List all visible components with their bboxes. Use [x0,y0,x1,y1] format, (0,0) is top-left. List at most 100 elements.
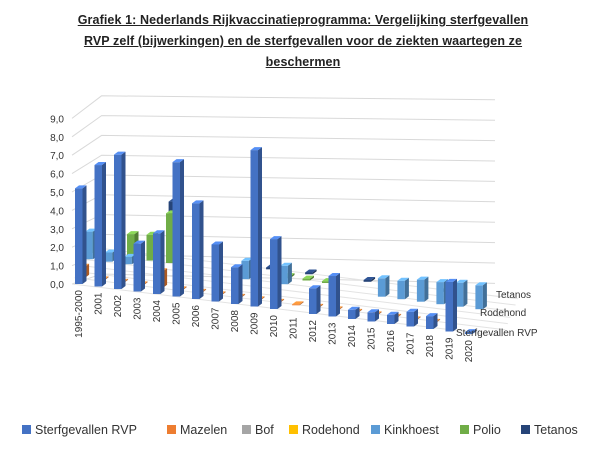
bar-side [199,200,204,299]
y-tick-label: 5,0 [50,188,64,199]
bar-front [377,278,386,297]
bar-top [406,308,418,312]
legend-label: Tetanos [534,423,578,437]
gridline [71,154,496,175]
bar-side [355,306,360,319]
bar-top [475,282,487,286]
y-tick-label: 0,0 [50,280,64,291]
gridline [71,95,496,119]
bar [416,276,429,302]
bar-front [104,252,113,262]
legend-item: Tetanos [521,423,578,437]
bar [211,241,223,302]
bar-top [302,275,314,279]
bar-front [124,256,132,265]
bar-side [463,279,468,307]
bar-top [455,279,468,283]
bar-side [394,311,399,324]
gridline [71,214,496,230]
bar-front [250,150,258,307]
bar [387,311,399,324]
x-tick-label: 2007 [211,307,222,330]
x-tick-label: 2003 [133,297,144,320]
x-tick-label: 2004 [152,300,163,323]
y-tick-label: 1,0 [50,262,64,273]
bar-front [416,279,425,302]
legend-swatch [289,425,298,434]
x-tick-label: 2017 [406,332,417,355]
bar-front [426,316,434,329]
bar-top [465,329,477,333]
bar-front [133,243,141,292]
bar-front [166,213,174,263]
legend-label: Mazelen [180,423,227,437]
bar-side [82,185,87,284]
gridline [71,194,496,211]
bar-side [258,147,262,307]
bar-top [75,185,87,189]
x-tick-label: 2008 [230,310,241,333]
legend-swatch [371,425,380,434]
bar-side [121,151,126,289]
bar-top [85,228,97,232]
bar-top [348,306,360,310]
gridline [71,134,496,156]
bar-side [371,276,376,282]
bar-top [377,275,390,279]
bar-front [241,260,249,280]
bar-front [328,276,336,317]
bar-side [219,241,223,302]
bar [192,200,204,299]
legend-label: Rodehond [302,423,360,437]
bar-front [465,332,473,334]
bar-top [387,311,399,315]
bar-top [328,273,340,277]
bar-front [292,304,300,306]
y-tick-label: 2,0 [50,243,64,254]
bar-side [316,285,321,314]
bar-top [192,200,204,204]
bar-front [266,267,274,270]
bar-front [436,282,444,305]
floor-line [79,264,511,318]
legend-swatch [22,425,31,434]
x-tick-label: 2020 [464,340,475,363]
bar [465,329,477,334]
bar [302,275,314,281]
bar [328,273,340,317]
bar-side [277,236,282,309]
x-tick-label: 2005 [172,302,183,325]
bar [426,313,438,329]
bar-top [250,147,262,151]
bar-side [160,230,165,294]
bar [475,282,487,310]
y-tick-label: 8,0 [50,133,64,144]
bar [75,185,87,284]
bar-front [387,314,395,324]
bar [114,151,126,289]
y-tick-label: 7,0 [50,151,64,162]
bar [292,301,304,306]
legend-label: Sterfgevallen RVP [35,423,137,437]
legend-label: Bof [255,423,274,437]
legend-item: Sterfgevallen RVP [22,423,137,437]
bar-front [280,265,288,285]
bar-side [310,275,314,281]
legend-swatch [460,425,469,434]
x-tick-label: 2001 [94,292,105,315]
bar-front [455,282,464,307]
y-tick-label: 4,0 [50,206,64,217]
legend-label: Polio [473,423,501,437]
legend-item: Kinkhoest [371,423,439,437]
x-tick-label: 2006 [191,305,202,328]
x-tick-label: 2002 [113,295,124,318]
bar-side [238,264,243,304]
legend-label: Kinkhoest [384,423,439,437]
bar-front [305,272,313,275]
legend-swatch [521,425,530,434]
bar [309,285,321,314]
bar-side [385,275,390,297]
bar-side [336,273,340,317]
bar-side [433,313,438,329]
